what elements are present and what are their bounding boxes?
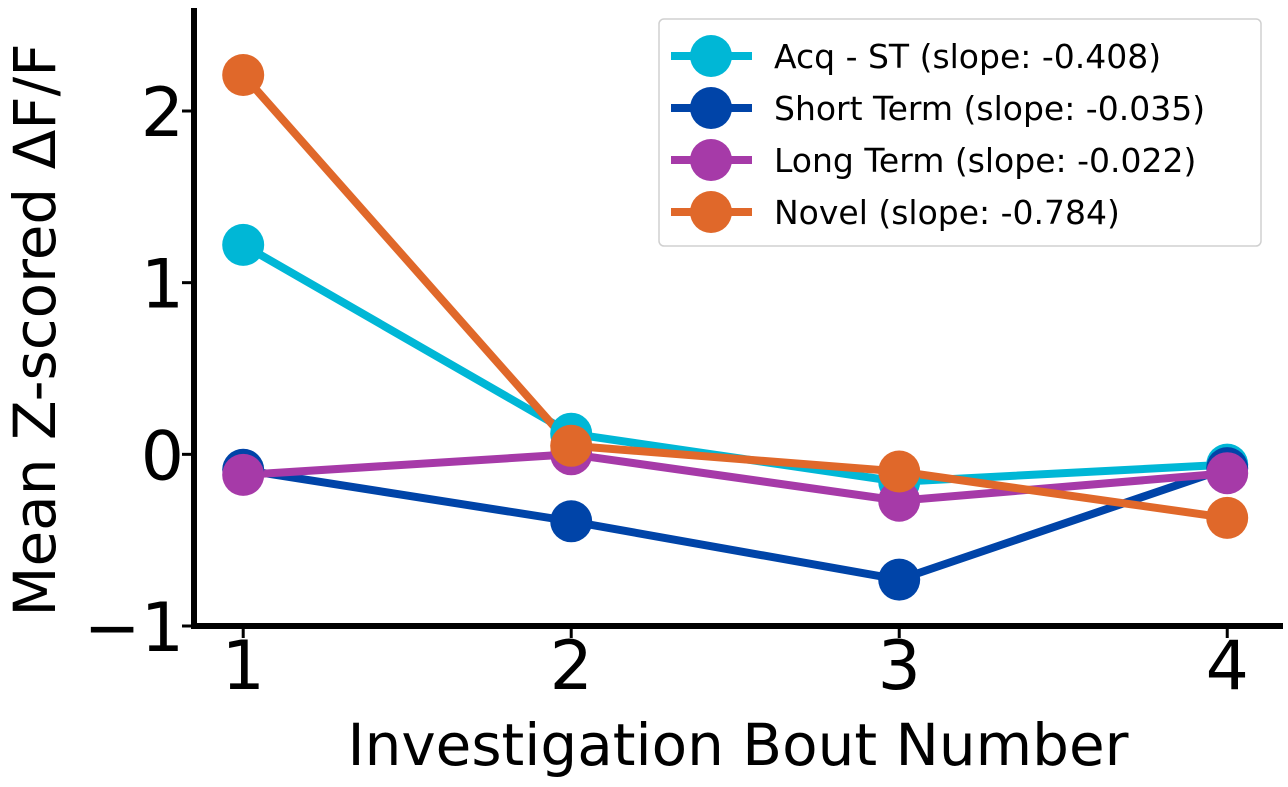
x-tick-label: 2 (550, 627, 593, 706)
series-line-0 (241, 241, 1228, 486)
data-point-s2-p3 (1206, 452, 1249, 495)
y-axis-label: Mean Z-scored ΔF/F (1, 43, 69, 616)
data-point-s2-p0 (222, 453, 265, 496)
y-tick-label: 1 (141, 246, 184, 325)
legend-label: Short Term (slope: -0.035) (774, 89, 1205, 128)
x-axis-label: Investigation Bout Number (347, 711, 1128, 779)
series-markers (222, 54, 1249, 601)
y-tick-label: 2 (141, 74, 184, 153)
data-point-s3-p2 (878, 450, 921, 493)
series-line-3 (240, 72, 1228, 522)
x-tick-label: 4 (1206, 627, 1249, 706)
data-point-s0-p0 (222, 223, 265, 266)
legend-label: Acq - ST (slope: -0.408) (774, 37, 1161, 76)
series-line-2 (242, 450, 1228, 505)
series-lines (240, 72, 1229, 584)
legend-swatch-marker (690, 87, 732, 129)
data-point-s2-p2 (878, 479, 921, 522)
legend-label: Long Term (slope: -0.022) (774, 141, 1196, 180)
x-tick-label: 3 (878, 627, 921, 706)
legend-swatch-marker (690, 35, 732, 77)
data-point-s3-p1 (550, 424, 593, 467)
data-point-s1-p2 (878, 558, 921, 601)
y-tick-label: −1 (84, 589, 184, 668)
legend-label: Novel (slope: -0.784) (774, 193, 1120, 232)
x-ticks: 1 2 3 4 (222, 626, 1249, 706)
y-tick-label: 0 (141, 417, 184, 496)
legend-frame (658, 18, 1262, 247)
x-tick-label: 1 (222, 627, 265, 706)
data-point-s3-p3 (1206, 496, 1249, 539)
legend-swatch-marker (690, 191, 732, 233)
legend-swatch-marker (690, 139, 732, 181)
data-point-s3-p0 (222, 54, 265, 96)
y-ticks: −1 0 1 2 (84, 74, 194, 668)
legend-entries: Acq - ST (slope: -0.408) Short Term (slop… (671, 35, 1205, 233)
legend: Acq - ST (slope: -0.408) Short Term (slop… (658, 18, 1262, 247)
data-point-s1-p1 (550, 500, 593, 543)
series-line-1 (242, 464, 1229, 584)
